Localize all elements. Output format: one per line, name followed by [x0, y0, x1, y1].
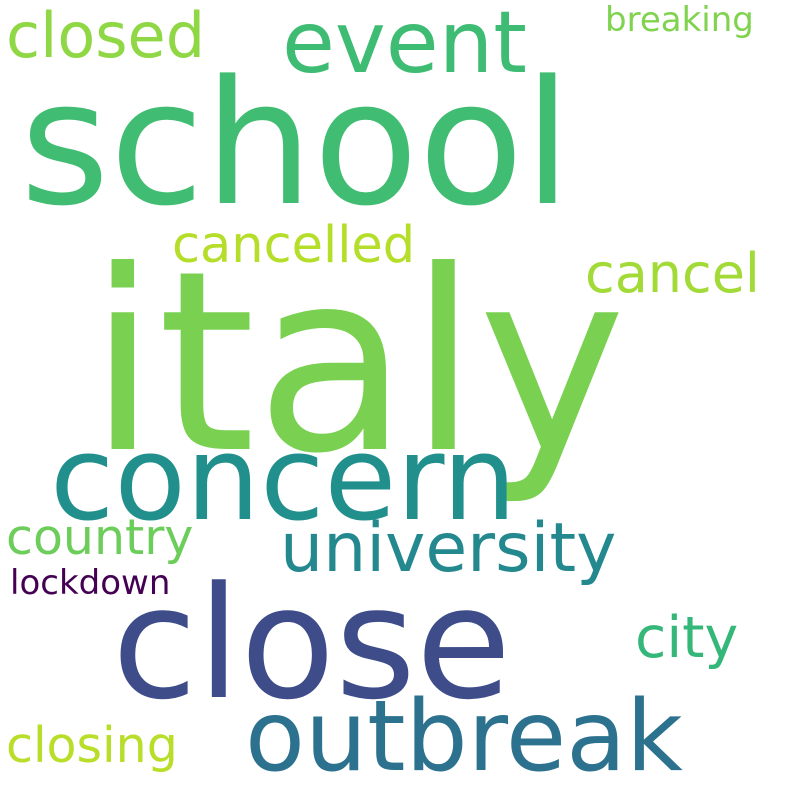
- word-outbreak: outbreak: [245, 680, 683, 794]
- word-school: school: [20, 43, 572, 244]
- word-lockdown: lockdown: [10, 563, 171, 603]
- word-close: close: [112, 553, 512, 734]
- word-university: university: [280, 509, 617, 588]
- word-cancel: cancel: [585, 242, 760, 305]
- word-event: event: [282, 0, 527, 93]
- word-cancelled: cancelled: [172, 216, 416, 275]
- word-closing: closing: [6, 717, 178, 774]
- word-country: country: [6, 509, 194, 566]
- word-italy: italy: [88, 217, 627, 508]
- word-closed: closed: [6, 0, 206, 72]
- word-concern: concern: [50, 410, 517, 547]
- word-city: city: [635, 605, 739, 671]
- word-breaking: breaking: [605, 0, 754, 40]
